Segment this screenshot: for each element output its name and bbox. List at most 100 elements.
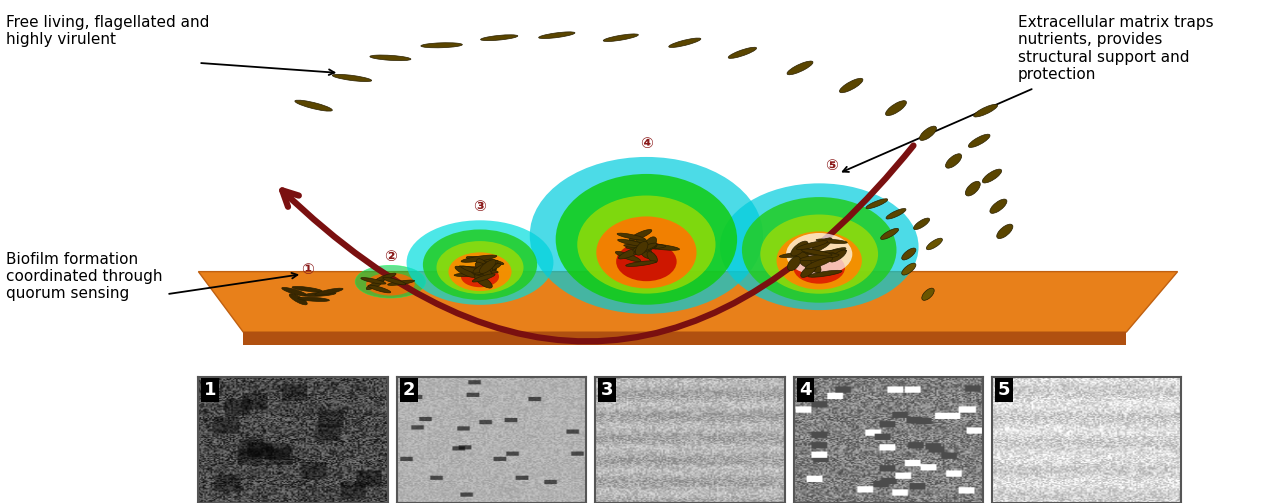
Ellipse shape (982, 169, 1002, 183)
Ellipse shape (623, 244, 657, 248)
Ellipse shape (475, 262, 492, 277)
Ellipse shape (805, 258, 833, 269)
Ellipse shape (919, 126, 937, 140)
Ellipse shape (282, 287, 307, 296)
Ellipse shape (480, 261, 493, 272)
Ellipse shape (298, 297, 329, 301)
Ellipse shape (475, 264, 493, 275)
Ellipse shape (480, 260, 495, 274)
Ellipse shape (791, 241, 808, 256)
Ellipse shape (914, 218, 929, 229)
Ellipse shape (901, 248, 916, 260)
Ellipse shape (458, 266, 489, 277)
Ellipse shape (728, 47, 756, 58)
Ellipse shape (997, 224, 1012, 238)
Ellipse shape (881, 228, 899, 239)
Ellipse shape (530, 157, 763, 314)
Text: Free living, flagellated and
highly virulent: Free living, flagellated and highly viru… (6, 15, 210, 47)
Ellipse shape (305, 292, 335, 296)
Text: ②: ② (384, 249, 397, 264)
Polygon shape (198, 272, 1178, 332)
Ellipse shape (618, 239, 646, 246)
Ellipse shape (375, 273, 396, 282)
Ellipse shape (294, 100, 333, 111)
Ellipse shape (448, 253, 512, 291)
Ellipse shape (634, 244, 658, 254)
Ellipse shape (474, 274, 493, 288)
Ellipse shape (796, 247, 831, 257)
Text: ③: ③ (474, 199, 486, 214)
Ellipse shape (422, 229, 538, 300)
Ellipse shape (407, 220, 553, 305)
Ellipse shape (927, 238, 942, 249)
Ellipse shape (901, 263, 916, 275)
Ellipse shape (786, 233, 852, 275)
Ellipse shape (476, 259, 488, 271)
Ellipse shape (635, 241, 648, 255)
Ellipse shape (292, 286, 323, 292)
Ellipse shape (865, 199, 888, 209)
Ellipse shape (965, 181, 980, 196)
Ellipse shape (618, 246, 645, 259)
Ellipse shape (454, 272, 486, 277)
Ellipse shape (356, 266, 425, 298)
Ellipse shape (886, 101, 906, 116)
Ellipse shape (635, 237, 658, 249)
Ellipse shape (421, 43, 462, 48)
Ellipse shape (886, 209, 906, 219)
Ellipse shape (817, 249, 846, 255)
Ellipse shape (974, 104, 997, 117)
Ellipse shape (367, 285, 390, 293)
Ellipse shape (668, 38, 701, 47)
Ellipse shape (809, 253, 835, 263)
Ellipse shape (289, 294, 307, 305)
Ellipse shape (370, 55, 411, 61)
Ellipse shape (480, 258, 497, 270)
Ellipse shape (822, 247, 846, 257)
Ellipse shape (787, 257, 800, 271)
Ellipse shape (466, 257, 504, 265)
Ellipse shape (616, 252, 641, 262)
Text: ⑤: ⑤ (826, 158, 838, 174)
Ellipse shape (461, 266, 499, 287)
Ellipse shape (577, 196, 716, 294)
Text: Extracellular matrix traps
nutrients, provides
structural support and
protection: Extracellular matrix traps nutrients, pr… (1018, 15, 1213, 82)
Ellipse shape (388, 280, 415, 285)
Ellipse shape (454, 266, 475, 278)
Ellipse shape (539, 32, 575, 39)
Ellipse shape (462, 266, 488, 275)
Ellipse shape (800, 254, 840, 261)
Ellipse shape (596, 216, 696, 288)
Ellipse shape (641, 243, 680, 250)
Ellipse shape (476, 269, 495, 279)
Ellipse shape (361, 278, 385, 284)
Text: ①: ① (301, 262, 314, 277)
Ellipse shape (475, 264, 500, 275)
Ellipse shape (480, 35, 518, 41)
Ellipse shape (366, 273, 415, 296)
Ellipse shape (383, 277, 406, 285)
Ellipse shape (796, 251, 812, 267)
Ellipse shape (808, 270, 842, 277)
Ellipse shape (780, 252, 815, 258)
Ellipse shape (626, 244, 666, 249)
Ellipse shape (760, 214, 878, 294)
Ellipse shape (639, 244, 652, 259)
Ellipse shape (817, 239, 847, 243)
Ellipse shape (626, 261, 657, 267)
Text: Biofilm formation
coordinated through
quorum sensing: Biofilm formation coordinated through qu… (6, 252, 163, 301)
Ellipse shape (808, 259, 820, 273)
Ellipse shape (742, 197, 896, 303)
Text: ④: ④ (640, 136, 653, 151)
Ellipse shape (603, 34, 639, 42)
Ellipse shape (969, 134, 989, 147)
Ellipse shape (646, 252, 658, 263)
Ellipse shape (794, 252, 845, 284)
Ellipse shape (812, 238, 832, 252)
Ellipse shape (801, 264, 817, 278)
Ellipse shape (840, 78, 863, 93)
Ellipse shape (777, 231, 861, 290)
Ellipse shape (801, 249, 832, 256)
Ellipse shape (644, 237, 657, 250)
Ellipse shape (465, 267, 498, 273)
